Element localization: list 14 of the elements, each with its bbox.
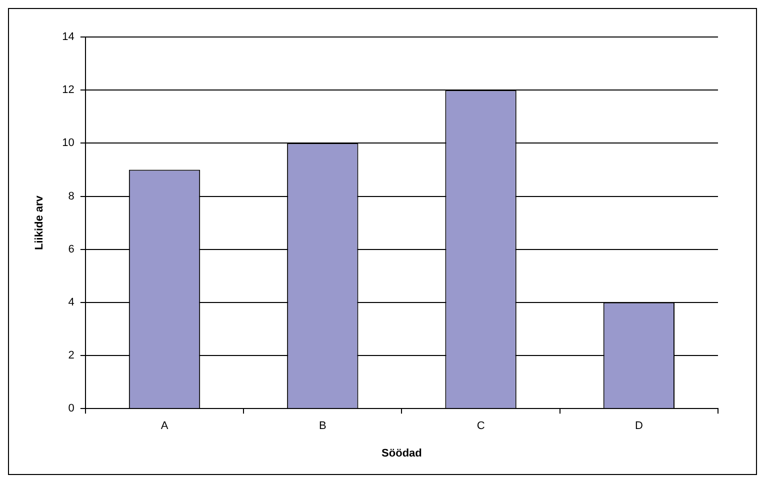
y-tick-label: 2 [68, 350, 74, 362]
y-tick-label: 12 [62, 84, 74, 96]
x-tick-label: D [634, 420, 643, 432]
y-tick-label: 4 [68, 296, 74, 308]
y-tick-label: 8 [68, 190, 74, 202]
x-tick-label: C [476, 420, 485, 432]
y-tick-label: 10 [62, 137, 74, 150]
x-axis-title: Söödad [382, 447, 422, 460]
x-tick-label: A [160, 420, 169, 432]
y-tick-label: 14 [62, 31, 74, 44]
x-tick-label: B [318, 420, 326, 432]
y-tick-label: 6 [68, 243, 74, 256]
y-axis-title: Liikide arv [34, 194, 46, 250]
y-tick-label: 0 [68, 402, 74, 415]
